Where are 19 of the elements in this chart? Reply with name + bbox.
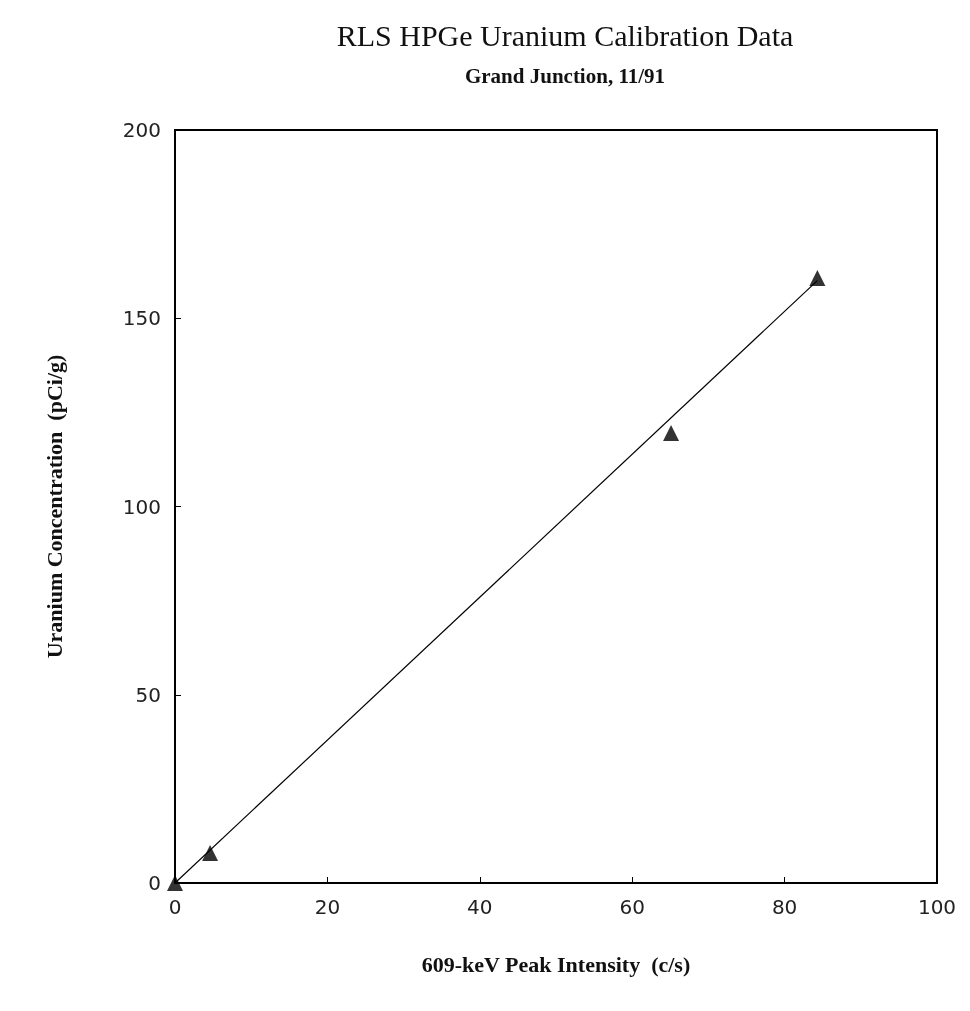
x-tick-label: 0 — [168, 895, 182, 919]
x-tick-label: 20 — [314, 895, 341, 919]
y-tick-label: 100 — [122, 494, 161, 519]
x-tick-label: 40 — [467, 895, 493, 919]
y-tick-label: 50 — [135, 682, 161, 707]
y-tick-label: 0 — [148, 871, 161, 895]
x-tick-label: 80 — [771, 895, 798, 919]
chart-subtitle: Grand Junction, 11/91 — [464, 63, 666, 88]
x-axis-title: 609-keV Peak Intensity (c/s) — [421, 951, 691, 977]
x-tick-label: 100 — [917, 895, 957, 919]
point — [167, 875, 183, 891]
point — [663, 425, 680, 442]
y-tick-label: 200 — [122, 118, 161, 142]
x-tick-label: 60 — [619, 895, 645, 919]
y-tick-label: 150 — [122, 306, 161, 331]
point — [809, 269, 826, 286]
y-axis-title: Uranium Concentration (pCi/g) — [41, 354, 67, 659]
point — [202, 844, 219, 861]
chart-title: RLS HPGe Uranium Calibration Data — [336, 18, 794, 52]
